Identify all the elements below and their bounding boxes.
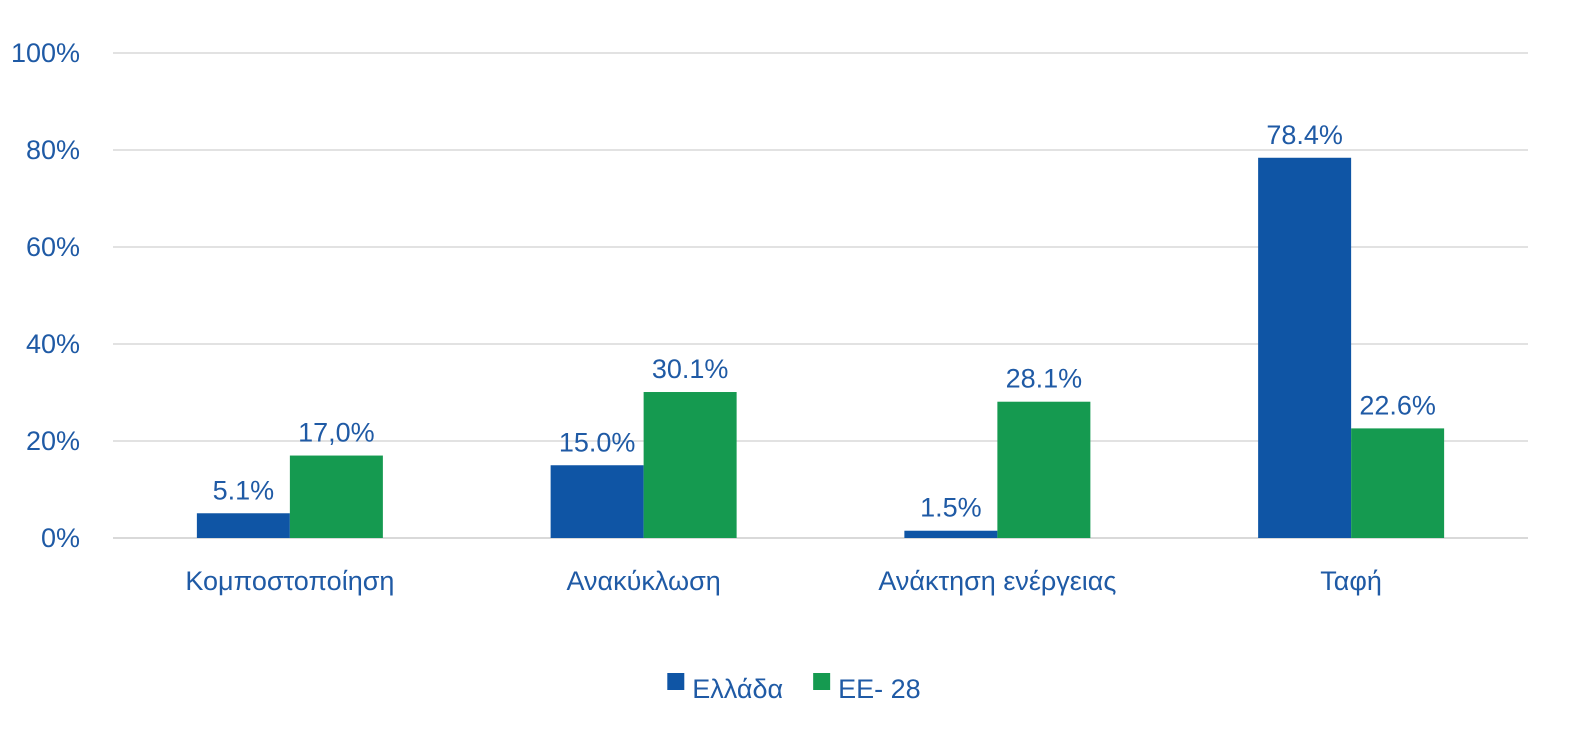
bar	[904, 530, 998, 538]
x-tick-label: Ανάκτηση ενέργειας	[878, 566, 1116, 596]
data-label: 30.1%	[652, 354, 729, 384]
data-label: 28.1%	[1006, 364, 1083, 394]
y-axis-tick-labels: 0% 20% 40% 60% 80% 100%	[11, 38, 80, 553]
legend-item: Ελλάδα	[667, 673, 783, 704]
data-label: 78.4%	[1266, 120, 1343, 150]
data-label: 1.5%	[920, 493, 982, 523]
bar	[289, 455, 383, 538]
legend-swatch	[667, 673, 685, 690]
bar	[550, 465, 644, 538]
legend-swatch	[813, 673, 831, 690]
y-tick-label: 80%	[26, 135, 80, 165]
legend-item: ΕΕ- 28	[813, 673, 921, 704]
x-tick-label: Ταφή	[1320, 566, 1382, 596]
bar	[1351, 428, 1445, 538]
x-tick-label: Ανακύκλωση	[567, 566, 721, 596]
y-tick-label: 20%	[26, 426, 80, 456]
y-tick-label: 40%	[26, 329, 80, 359]
y-tick-label: 60%	[26, 232, 80, 262]
x-tick-label: Κομποστοποίηση	[185, 566, 394, 596]
legend-label: Ελλάδα	[692, 674, 783, 704]
bar	[196, 513, 290, 538]
x-axis-tick-labels: Κομποστοποίηση Ανακύκλωση Ανάκτηση ενέργει…	[185, 566, 1382, 596]
bar	[1258, 157, 1352, 538]
bar	[997, 401, 1091, 538]
bar	[643, 392, 737, 538]
y-tick-label: 0%	[41, 523, 80, 553]
data-labels: 5.1% 17,0% 15.0% 30.1% 1.5% 28.1% 78.4% 22.6%	[213, 120, 1436, 523]
data-label: 15.0%	[559, 427, 636, 457]
bars	[196, 157, 1445, 538]
data-label: 17,0%	[298, 418, 375, 448]
legend-label: ΕΕ- 28	[838, 674, 921, 704]
data-label: 5.1%	[213, 475, 275, 505]
legend: Ελλάδα ΕΕ- 28	[667, 673, 921, 704]
y-tick-label: 100%	[11, 38, 80, 68]
data-label: 22.6%	[1359, 390, 1436, 420]
